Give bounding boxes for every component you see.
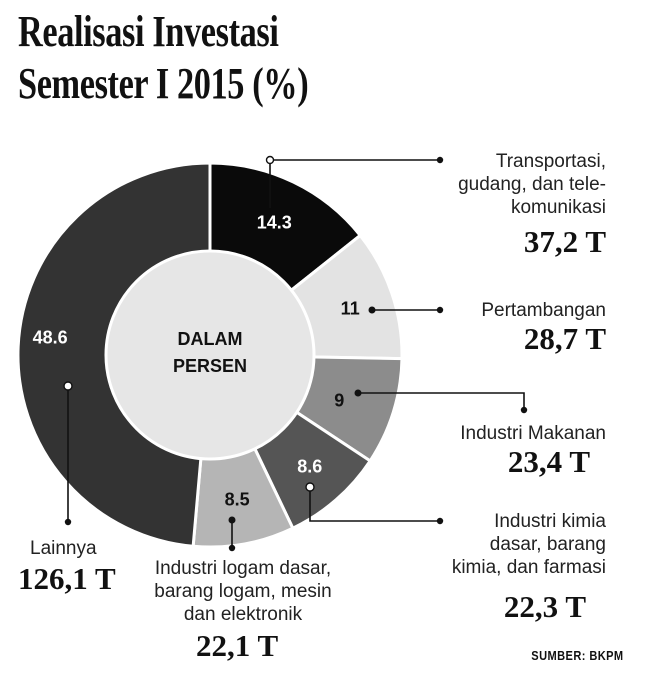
dot-kimia-inner [305,482,315,492]
amount-makanan: 23,4 T [507,444,590,479]
value-label-0: 14.3 [257,213,292,233]
value-label-5: 48.6 [33,327,68,347]
dot-kimia [436,517,444,525]
source-note: SUMBER: BKPM [531,648,624,663]
value-label-1: 11 [341,299,360,319]
value-label-3: 8.6 [297,457,322,477]
label-pertambangan: Pertambangan [481,300,606,321]
value-label-2: 9 [334,391,344,411]
label-transportasi: Transportasi, gudang, dan tele- komunika… [458,151,606,218]
dot-logam [228,544,236,552]
dot-lainnya-inner [63,381,73,391]
center-label-line-1: DALAM [178,329,243,349]
value-label-4: 8.5 [225,490,250,510]
dot-transportasi [436,156,444,164]
dot-makanan-inner [354,389,362,397]
dot-makanan [520,406,528,414]
center-label-line-2: PERSEN [173,356,247,376]
leader-dots [63,155,528,552]
label-logam: Industri logam dasar, barang logam, mesi… [154,558,332,625]
amount-logam: 22,1 T [196,628,279,663]
label-makanan: Industri Makanan [460,423,606,444]
amount-kimia: 22,3 T [503,589,586,624]
chart-title: Realisasi Investasi Semester I 2015 (%) [18,6,309,110]
label-kimia: Industri kimia dasar, barang kimia, dan … [451,511,606,578]
dot-pertambangan-inner [368,306,376,314]
dot-lainnya [64,518,72,526]
amount-pertambangan: 28,7 T [523,321,606,356]
leader-kimia [309,487,440,522]
leader-makanan [358,392,525,410]
dot-logam-inner [228,516,236,524]
amount-lainnya: 126,1 T [18,561,116,596]
dot-pertambangan [436,306,444,314]
dot-transportasi-inner [265,155,275,165]
amount-transportasi: 37,2 T [523,224,606,259]
chart-title-text: Realisasi Investasi Semester I 2015 (%) [18,7,309,108]
donut-center [104,249,316,461]
label-lainnya: Lainnya [30,538,97,559]
